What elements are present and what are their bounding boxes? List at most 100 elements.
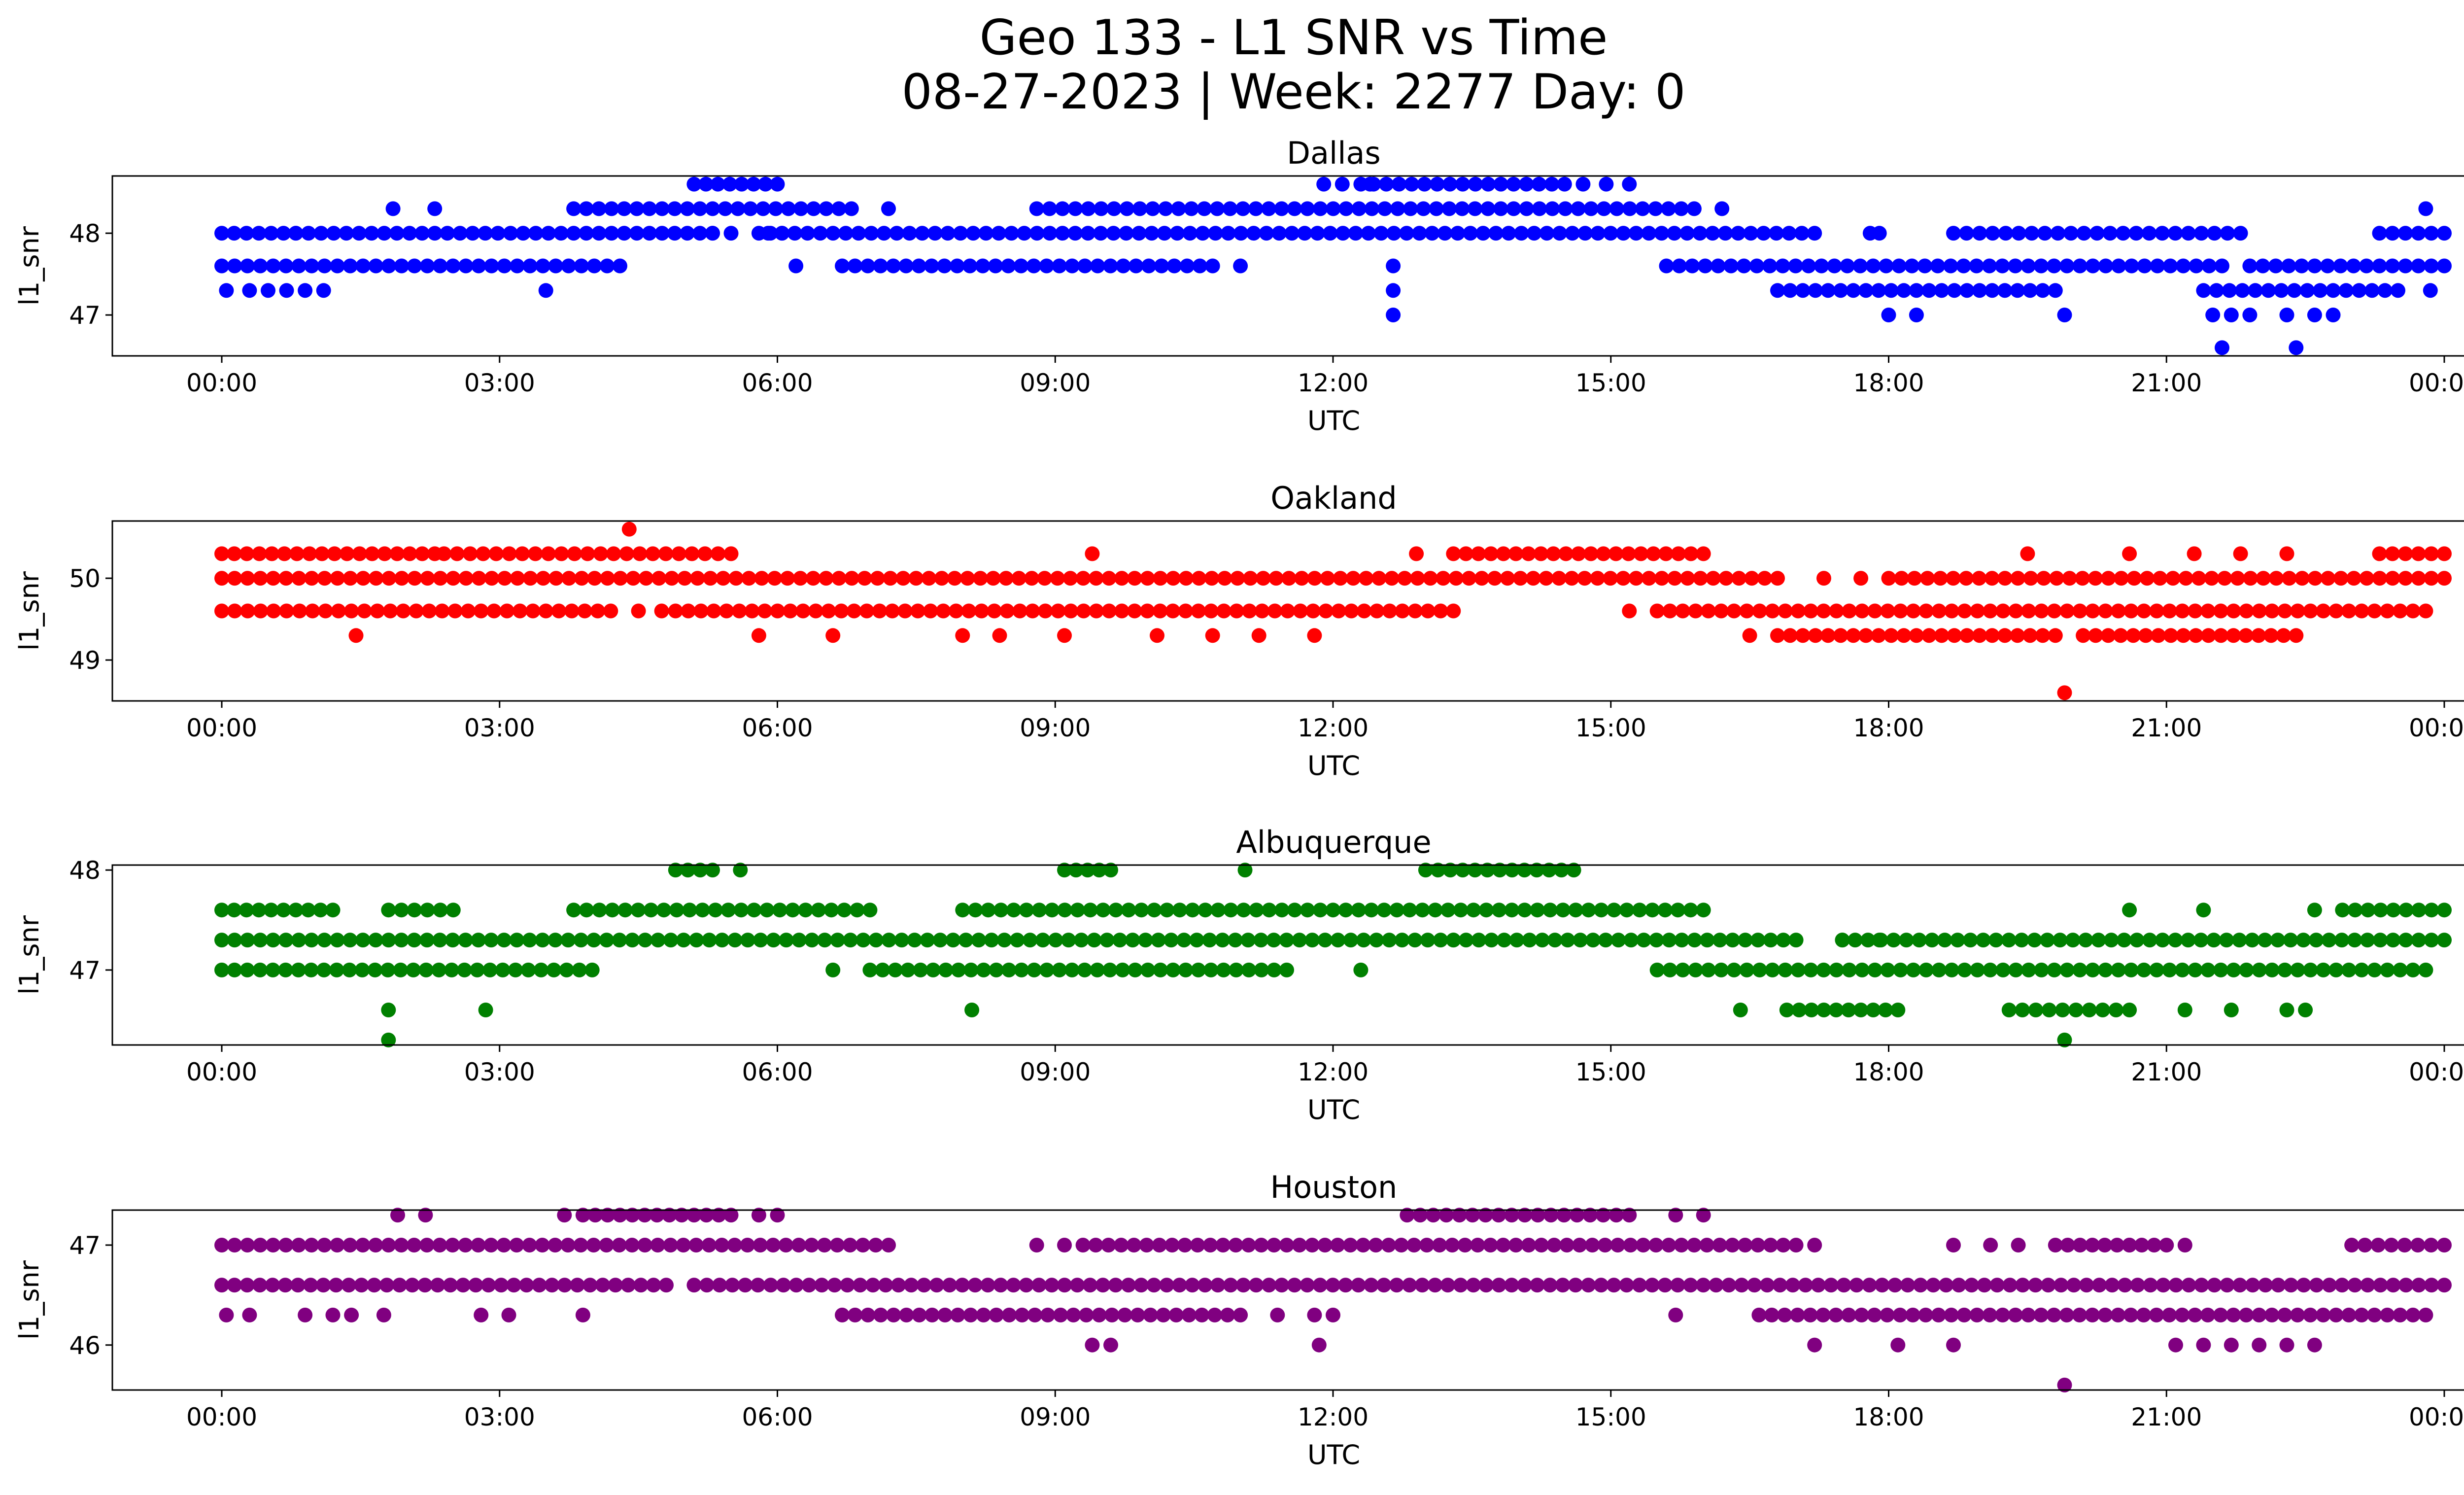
data-point [746, 176, 761, 192]
data-point [1779, 1003, 1794, 1017]
data-point [1513, 571, 1528, 586]
data-point [667, 226, 683, 241]
data-point [2290, 962, 2305, 977]
data-point [1195, 226, 1210, 241]
data-point [1331, 933, 1345, 948]
data-point [1117, 1307, 1132, 1322]
data-point [325, 903, 341, 918]
data-point [1128, 962, 1143, 977]
data-point [1852, 258, 1868, 274]
data-point [625, 1208, 640, 1223]
data-point [2138, 628, 2154, 643]
x-tick-label: 21:00 [2131, 1403, 2202, 1431]
data-point [1457, 1238, 1472, 1252]
data-point [1649, 962, 1665, 977]
data-point [443, 1278, 458, 1293]
data-point [684, 546, 700, 561]
data-point [2398, 226, 2413, 241]
data-point [1998, 226, 2013, 241]
data-point [2398, 933, 2413, 948]
data-point [2023, 571, 2038, 586]
data-point [368, 962, 382, 977]
data-point [1438, 1208, 1454, 1223]
data-point [1377, 201, 1392, 216]
data-point [2082, 1003, 2097, 1017]
data-point [457, 962, 472, 977]
data-point [1757, 571, 1772, 586]
data-point [1880, 962, 1895, 977]
data-point [1394, 1238, 1409, 1252]
data-point [566, 903, 582, 918]
data-point [1386, 226, 1402, 241]
data-point [1762, 258, 1778, 274]
data-point [986, 571, 1001, 586]
data-point [1178, 571, 1194, 586]
data-point [950, 1307, 965, 1322]
data-point [662, 1208, 677, 1223]
data-point [711, 1208, 726, 1223]
data-point [1917, 258, 1932, 274]
data-point [515, 226, 531, 241]
data-point [1425, 226, 1440, 241]
data-point [2033, 1307, 2049, 1322]
data-point [329, 962, 344, 977]
data-point [1491, 1278, 1506, 1293]
data-point [831, 571, 847, 586]
data-point [1088, 1238, 1103, 1252]
data-point [875, 962, 890, 977]
data-point [1152, 1238, 1167, 1252]
data-point [1577, 226, 1593, 241]
data-point [630, 903, 646, 918]
data-point [1782, 628, 1798, 643]
data-point [1921, 283, 1937, 298]
data-point [1176, 933, 1192, 948]
data-point [2279, 1337, 2294, 1353]
data-point [2328, 962, 2344, 977]
data-point [991, 226, 1006, 241]
data-point [1532, 176, 1547, 192]
data-point [1412, 226, 1427, 241]
data-point [2307, 1337, 2322, 1353]
data-point [2361, 903, 2375, 918]
data-point [860, 258, 875, 274]
data-point [407, 258, 422, 274]
data-point [214, 933, 229, 948]
data-point [1896, 283, 1912, 298]
data-point [924, 258, 939, 274]
data-point [2206, 933, 2222, 948]
data-point [1686, 1238, 1702, 1252]
data-point [2196, 903, 2211, 918]
data-point [1752, 962, 1767, 977]
data-point [495, 962, 511, 977]
data-point [538, 283, 553, 298]
data-point [590, 603, 605, 619]
data-point [612, 1238, 627, 1252]
data-point [582, 1278, 598, 1293]
data-point [1846, 283, 1861, 298]
data-point [1807, 1238, 1822, 1252]
data-point [522, 258, 538, 274]
data-point [1407, 603, 1423, 619]
data-point [1165, 571, 1181, 586]
y-tick-label: 47 [69, 1231, 101, 1260]
data-point [1811, 1278, 1826, 1293]
data-point [1752, 603, 1767, 619]
data-point [714, 1238, 729, 1252]
data-point [2263, 628, 2279, 643]
data-point [586, 1238, 601, 1252]
data-point [266, 933, 281, 948]
data-point [2196, 283, 2211, 298]
data-point [1596, 546, 1611, 561]
data-point [950, 258, 965, 274]
data-point [1156, 1307, 1171, 1322]
data-point [2002, 1278, 2018, 1293]
data-point [1988, 933, 2004, 948]
data-point [686, 1278, 702, 1293]
data-point [1146, 1278, 1162, 1293]
data-point [440, 226, 455, 241]
data-point [2279, 1003, 2294, 1017]
data-point [2360, 933, 2375, 948]
data-point [848, 1307, 863, 1322]
data-point [1709, 1278, 1724, 1293]
